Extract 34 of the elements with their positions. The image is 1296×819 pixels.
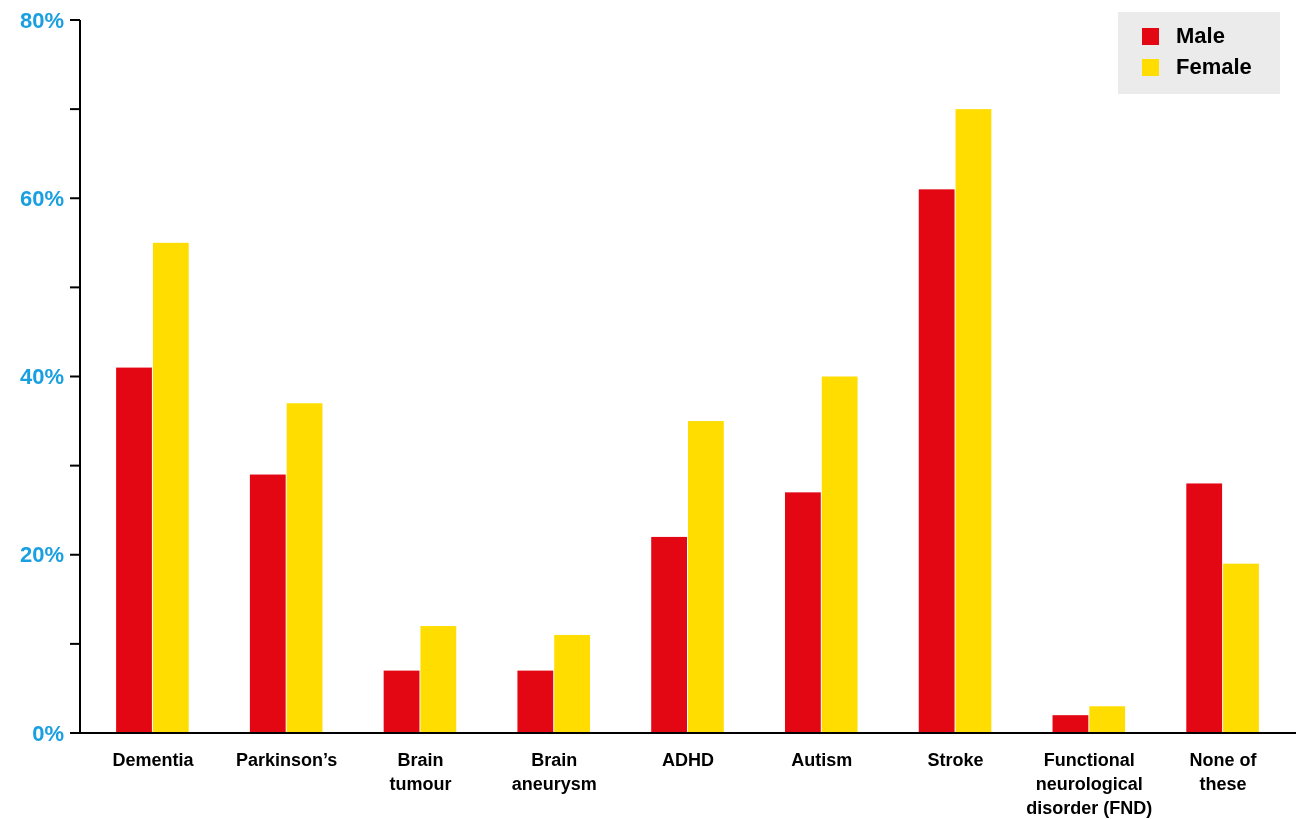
bar [116, 367, 152, 733]
x-tick-label: ADHD [662, 750, 714, 770]
x-tick-label: Dementia [112, 750, 195, 770]
bar [688, 421, 724, 733]
bar [1089, 706, 1126, 733]
bar [821, 376, 858, 733]
bar [651, 536, 687, 733]
x-tick-label: Parkinson’s [235, 750, 338, 770]
bar [249, 474, 286, 733]
x-tick-label: Functional neurological disorder (FND) [1026, 750, 1153, 818]
bar [1186, 483, 1223, 733]
bar [383, 670, 420, 733]
bar [420, 626, 457, 733]
bar [1052, 715, 1089, 733]
bar [554, 634, 591, 733]
bar [286, 403, 323, 733]
x-tick-label: Autism [791, 750, 853, 770]
y-tick-label: 80% [19, 7, 64, 33]
bar [517, 670, 554, 733]
bar [784, 492, 821, 733]
y-tick-label: 60% [19, 185, 64, 211]
legend-label: Male [1176, 23, 1225, 48]
x-tick-label: None of these [1189, 750, 1258, 794]
bar [152, 242, 189, 733]
y-tick-label: 0% [32, 720, 64, 746]
y-tick-label: 40% [19, 364, 64, 390]
y-tick-label: 20% [19, 542, 64, 568]
bar [1223, 563, 1259, 733]
x-tick-label: Brain tumour [389, 750, 452, 794]
x-tick-label: Stroke [927, 750, 984, 770]
x-tick-label: Brain aneurysm [511, 750, 597, 794]
bar [918, 189, 955, 733]
bar [955, 109, 992, 733]
legend-label: Female [1176, 54, 1252, 79]
